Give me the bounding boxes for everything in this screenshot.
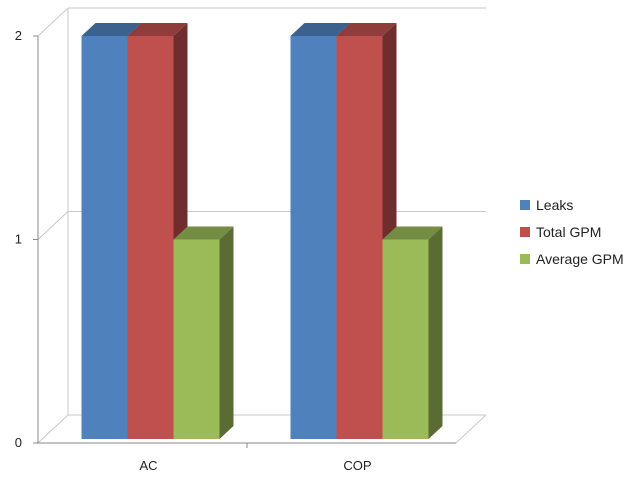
legend-swatch-leaks <box>520 200 530 210</box>
side-gridline-0 <box>37 414 69 444</box>
legend-swatch-average-gpm <box>520 254 530 264</box>
y-tick-label-1: 1 <box>15 232 22 247</box>
bar-average-gpm-cop <box>382 239 429 439</box>
bar-total-gpm-ac <box>127 36 174 439</box>
legend-item-leaks: Leaks <box>520 195 624 215</box>
legend-item-average-gpm: Average GPM <box>520 249 624 269</box>
legend: Leaks Total GPM Average GPM <box>520 195 624 276</box>
bar-top-leaks-cop <box>290 23 351 36</box>
x-tick-label-ac: AC <box>139 458 157 473</box>
x-tick-label-cop: COP <box>343 458 371 473</box>
bar-total-gpm-cop <box>336 36 383 439</box>
bar-side-average-gpm-cop <box>428 226 443 439</box>
legend-label-total-gpm: Total GPM <box>536 224 602 240</box>
legend-swatch-total-gpm <box>520 227 530 237</box>
side-gridline-1 <box>37 211 69 240</box>
y-tick-label-0: 0 <box>15 435 22 450</box>
side-gridline-2 <box>37 7 69 37</box>
bar-leaks-ac <box>81 36 128 439</box>
bar-top-leaks-ac <box>81 23 142 36</box>
bar-average-gpm-ac <box>173 239 220 439</box>
floor-edge <box>455 414 487 444</box>
y-tick-label-2: 2 <box>15 28 22 43</box>
legend-label-leaks: Leaks <box>536 197 574 213</box>
bar-top-total-gpm-ac <box>127 23 188 36</box>
bar-side-average-gpm-ac <box>219 226 234 439</box>
bar-top-average-gpm-ac <box>173 226 234 240</box>
bar-leaks-cop <box>290 36 337 439</box>
bar-top-total-gpm-cop <box>336 23 397 36</box>
legend-label-average-gpm: Average GPM <box>536 251 624 267</box>
bar-top-average-gpm-cop <box>382 226 443 240</box>
legend-item-total-gpm: Total GPM <box>520 222 624 242</box>
